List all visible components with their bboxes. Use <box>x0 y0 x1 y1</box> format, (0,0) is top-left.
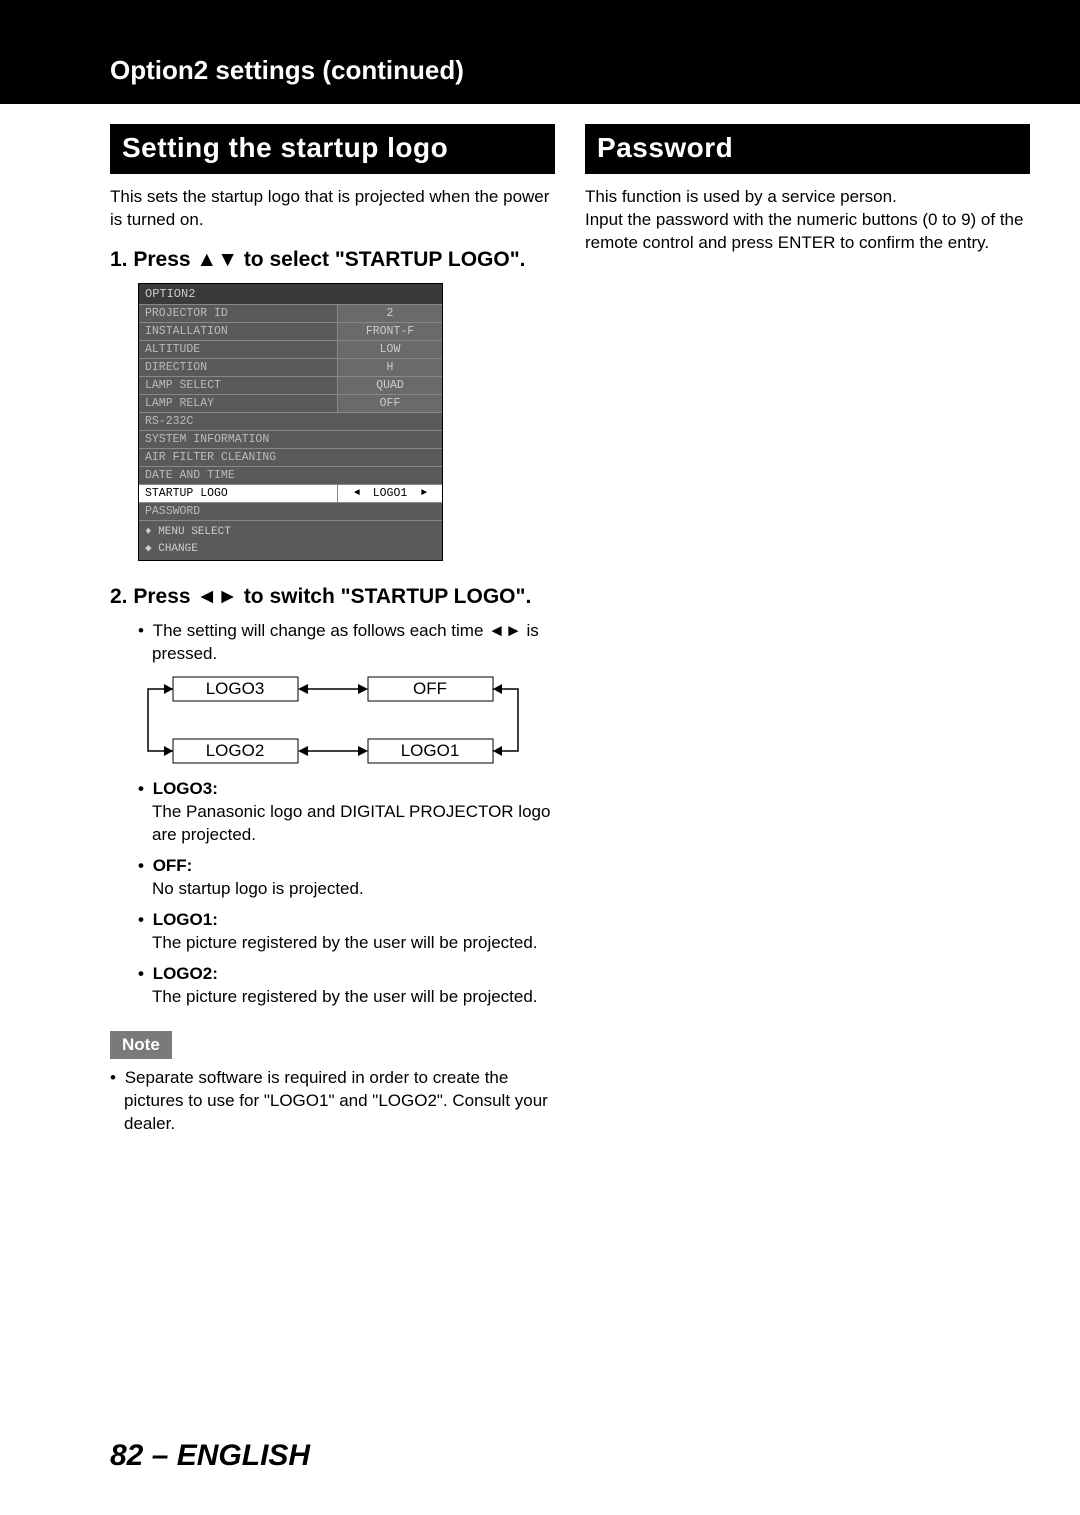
def-desc: The picture registered by the user will … <box>152 986 555 1009</box>
osd-menu-row: STARTUP LOGO◄ LOGO1 ► <box>139 485 442 503</box>
osd-menu-label: PROJECTOR ID <box>139 305 337 322</box>
osd-menu-value: QUAD <box>337 377 442 394</box>
osd-menu-label: AIR FILTER CLEANING <box>139 449 442 466</box>
osd-menu-label: RS-232C <box>139 413 442 430</box>
page-number: 82 <box>110 1439 143 1472</box>
footer-change: CHANGE <box>158 543 198 555</box>
def-term: OFF: <box>152 855 555 878</box>
osd-menu-label: ALTITUDE <box>139 341 337 358</box>
section-title-password: Password <box>585 124 1030 174</box>
left-column: Setting the startup logo This sets the s… <box>110 124 555 1136</box>
osd-menu-label: LAMP RELAY <box>139 395 337 412</box>
page-header: Option2 settings (continued) <box>0 0 1080 104</box>
cycle-diagram: LOGO3 OFF LOGO2 LOGO1 <box>138 674 528 766</box>
def-term: LOGO3: <box>152 778 555 801</box>
password-text: This function is used by a service perso… <box>585 186 1030 255</box>
step-1-text: Press ▲▼ to select "STARTUP LOGO". <box>133 248 525 271</box>
osd-menu: OPTION2 PROJECTOR ID2INSTALLATIONFRONT-F… <box>138 283 443 561</box>
definition-list: LOGO3:The Panasonic logo and DIGITAL PRO… <box>110 778 555 1008</box>
def-desc: The Panasonic logo and DIGITAL PROJECTOR… <box>152 801 555 847</box>
step-2-text: Press ◄► to switch "STARTUP LOGO". <box>133 585 531 608</box>
osd-menu-row: DATE AND TIME <box>139 467 442 485</box>
def-term: LOGO1: <box>152 909 555 932</box>
step-2-heading: 2. Press ◄► to switch "STARTUP LOGO". <box>110 583 555 610</box>
osd-menu-value: H <box>337 359 442 376</box>
osd-menu-title: OPTION2 <box>139 284 442 305</box>
osd-menu-value: OFF <box>337 395 442 412</box>
osd-menu-footer: ♦ MENU SELECT ◆ CHANGE <box>139 521 442 560</box>
page-language: ENGLISH <box>177 1439 310 1472</box>
right-column: Password This function is used by a serv… <box>585 124 1030 1136</box>
osd-menu-row: LAMP RELAYOFF <box>139 395 442 413</box>
osd-menu-row: LAMP SELECTQUAD <box>139 377 442 395</box>
def-item: LOGO1:The picture registered by the user… <box>152 909 555 955</box>
osd-menu-label: PASSWORD <box>139 503 442 520</box>
def-term: LOGO2: <box>152 963 555 986</box>
osd-menu-row: INSTALLATIONFRONT-F <box>139 323 442 341</box>
def-item: LOGO2:The picture registered by the user… <box>152 963 555 1009</box>
def-desc: No startup logo is projected. <box>152 878 555 901</box>
intro-text: This sets the startup logo that is proje… <box>110 186 555 232</box>
osd-menu-value: FRONT-F <box>337 323 442 340</box>
footer-menu-select: MENU SELECT <box>158 526 231 538</box>
def-item: LOGO3:The Panasonic logo and DIGITAL PRO… <box>152 778 555 847</box>
osd-menu-value: 2 <box>337 305 442 322</box>
svg-text:LOGO1: LOGO1 <box>401 741 460 760</box>
osd-menu-row: RS-232C <box>139 413 442 431</box>
osd-menu-row: DIRECTIONH <box>139 359 442 377</box>
osd-menu-label: DIRECTION <box>139 359 337 376</box>
svg-text:LOGO3: LOGO3 <box>206 679 265 698</box>
osd-menu-row: PASSWORD <box>139 503 442 521</box>
osd-menu-row: SYSTEM INFORMATION <box>139 431 442 449</box>
def-desc: The picture registered by the user will … <box>152 932 555 955</box>
osd-menu-label: LAMP SELECT <box>139 377 337 394</box>
step-1-num: 1. <box>110 248 128 271</box>
content-area: Setting the startup logo This sets the s… <box>0 104 1080 1136</box>
osd-menu-row: ALTITUDELOW <box>139 341 442 359</box>
step-2-sub: The setting will change as follows each … <box>110 620 555 666</box>
def-item: OFF:No startup logo is projected. <box>152 855 555 901</box>
osd-menu-value: LOW <box>337 341 442 358</box>
page-footer: 82 – ENGLISH <box>110 1439 310 1473</box>
svg-text:LOGO2: LOGO2 <box>206 741 265 760</box>
osd-menu-label: SYSTEM INFORMATION <box>139 431 442 448</box>
osd-menu-label: INSTALLATION <box>139 323 337 340</box>
step-2-num: 2. <box>110 585 128 608</box>
osd-menu-value: ◄ LOGO1 ► <box>337 485 442 502</box>
osd-menu-row: PROJECTOR ID2 <box>139 305 442 323</box>
osd-menu-row: AIR FILTER CLEANING <box>139 449 442 467</box>
step-1-heading: 1. Press ▲▼ to select "STARTUP LOGO". <box>110 246 555 273</box>
section-title-startup-logo: Setting the startup logo <box>110 124 555 174</box>
osd-menu-label: STARTUP LOGO <box>139 485 337 502</box>
osd-menu-label: DATE AND TIME <box>139 467 442 484</box>
note-label: Note <box>110 1031 172 1059</box>
note-text: Separate software is required in order t… <box>110 1067 555 1136</box>
svg-text:OFF: OFF <box>413 679 447 698</box>
